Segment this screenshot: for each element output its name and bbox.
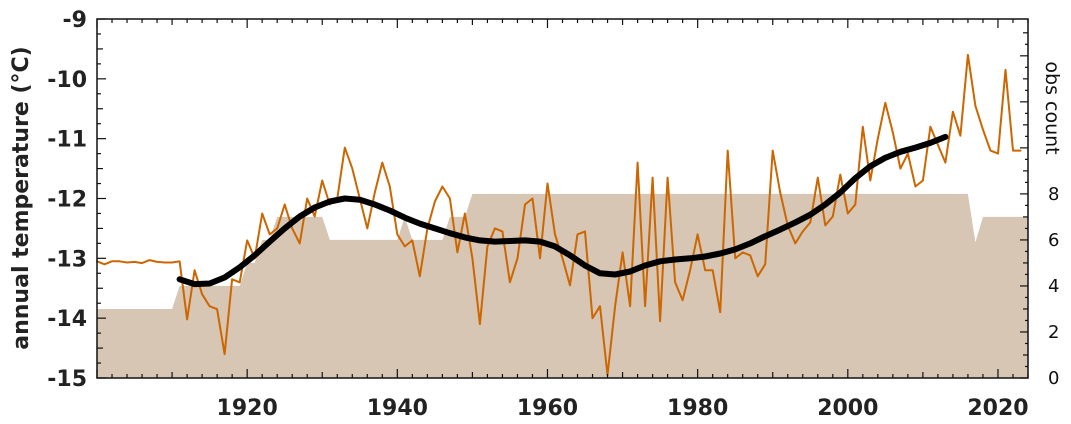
y-tick-label: -12 (47, 188, 87, 213)
y2-tick-label: 4 (1048, 276, 1059, 297)
x-tick-label: 1980 (667, 396, 728, 421)
smoothed-temperature-line (176, 133, 949, 288)
x-tick-label: 1940 (367, 396, 428, 421)
y-tick-label: -13 (47, 247, 87, 272)
y-tick-label: -15 (47, 367, 87, 392)
x-tick-label: 2020 (967, 396, 1028, 421)
y-axis-label: annual temperature (°C) (9, 46, 34, 349)
y-tick-label: -10 (47, 68, 87, 93)
y-tick-label: -9 (63, 8, 87, 33)
y2-tick-label: 8 (1048, 184, 1059, 205)
x-tick-label: 1960 (517, 396, 578, 421)
y-tick-label: -11 (47, 128, 87, 153)
x-tick-label: 2000 (817, 396, 878, 421)
smoothed-temperature-line-layer (176, 133, 949, 288)
tick-labels-layer: 1920 1940 1960 1980 2000 2020 -15 -14 -13 -12 -11 -… (47, 8, 1059, 421)
obs-count-area (97, 193, 1028, 378)
y2-tick-label: 2 (1048, 322, 1059, 343)
y-tick-label: -14 (47, 307, 87, 332)
x-tick-label: 1920 (217, 396, 278, 421)
y2-tick-label: 6 (1048, 230, 1059, 251)
obs-count-area-layer (97, 193, 1028, 378)
axis-ticks-layer (96, 18, 1029, 379)
y2-tick-label: 0 (1048, 368, 1059, 389)
y2-axis-label: obs count (1041, 61, 1063, 154)
